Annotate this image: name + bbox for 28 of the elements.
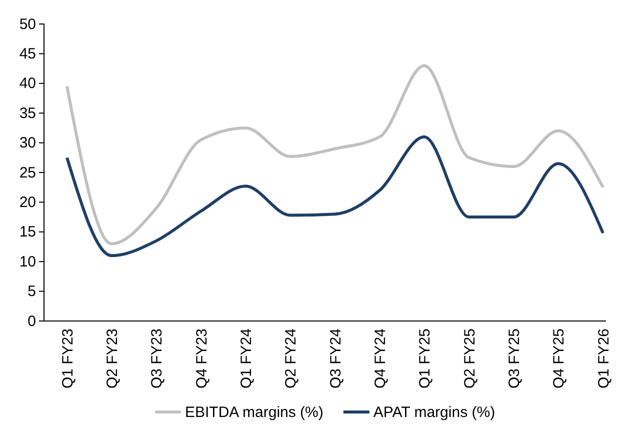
x-tick-label: Q3 FY25 [506,328,523,389]
y-tick-label: 25 [19,164,36,182]
y-tick-label: 50 [19,16,36,33]
x-tick-label: Q2 FY25 [461,328,478,389]
x-tick-label: Q1 FY24 [238,328,255,389]
legend-label: APAT margins (%) [373,404,496,421]
y-tick-label: 10 [19,253,36,270]
x-tick-label: Q1 FY26 [595,328,612,389]
x-tick-label: Q4 FY24 [372,328,389,389]
x-tick-label: Q4 FY25 [550,328,568,389]
legend-label: EBITDA margins (%) [185,404,324,421]
y-tick-label: 40 [19,75,36,92]
y-tick-label: 45 [19,46,36,62]
y-tick-label: 0 [28,312,36,330]
x-tick-label: Q2 FY23 [104,328,121,389]
x-tick-label: Q3 FY24 [327,328,344,389]
x-tick-label: Q1 FY25 [416,328,434,389]
line-series [66,64,604,246]
x-tick-label: Q4 FY23 [193,328,210,389]
x-tick-label: Q3 FY23 [148,328,166,389]
x-tick-label: Q1 FY23 [59,328,76,389]
y-tick-label: 30 [19,134,36,152]
y-tick-label: 5 [28,283,36,300]
line-series [66,135,604,258]
x-tick-label: Q2 FY24 [282,328,300,389]
y-tick-label: 15 [19,224,36,241]
y-tick-label: 20 [19,194,36,211]
y-tick-label: 35 [19,104,36,122]
